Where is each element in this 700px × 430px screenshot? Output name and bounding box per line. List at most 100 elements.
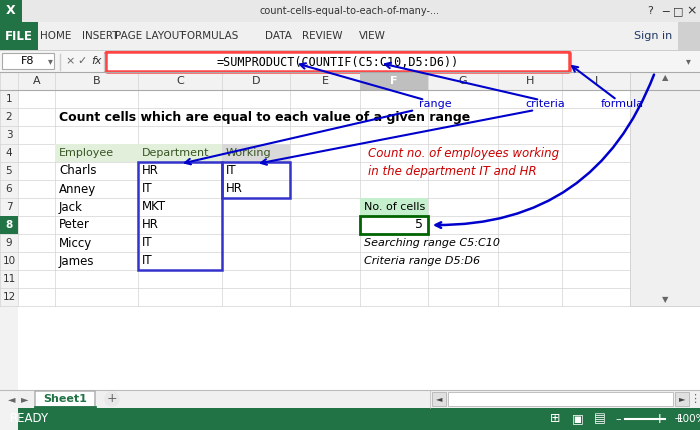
Text: VIEW: VIEW bbox=[358, 31, 386, 41]
Bar bbox=[0, 50, 700, 72]
Text: B: B bbox=[92, 76, 100, 86]
Text: Department: Department bbox=[142, 148, 209, 158]
Text: 6: 6 bbox=[6, 184, 13, 194]
Text: HOME: HOME bbox=[41, 31, 71, 41]
Text: ▼: ▼ bbox=[662, 295, 668, 304]
Text: HR: HR bbox=[142, 165, 159, 178]
Text: PAGE LAYOUT: PAGE LAYOUT bbox=[115, 31, 186, 41]
Text: I: I bbox=[594, 76, 598, 86]
Text: Anney: Anney bbox=[59, 182, 97, 196]
Bar bbox=[360, 198, 428, 216]
FancyBboxPatch shape bbox=[106, 52, 570, 72]
Bar bbox=[432, 392, 446, 406]
Bar bbox=[675, 392, 689, 406]
Text: F: F bbox=[391, 76, 398, 86]
Text: ▾: ▾ bbox=[48, 56, 52, 66]
Text: Sheet1: Sheet1 bbox=[43, 394, 87, 404]
Text: ▾: ▾ bbox=[685, 56, 690, 66]
Text: INSERT: INSERT bbox=[82, 31, 118, 41]
Bar bbox=[0, 72, 700, 390]
Bar bbox=[0, 22, 700, 50]
Text: ▣: ▣ bbox=[572, 412, 584, 426]
Text: HR: HR bbox=[226, 182, 243, 196]
Bar bbox=[678, 22, 700, 50]
Text: D: D bbox=[252, 76, 260, 86]
Text: ?: ? bbox=[647, 6, 653, 16]
Text: G: G bbox=[458, 76, 468, 86]
Text: 1: 1 bbox=[6, 94, 13, 104]
Text: MKT: MKT bbox=[142, 200, 166, 214]
Bar bbox=[0, 0, 22, 22]
Text: formula: formula bbox=[601, 99, 643, 109]
Text: ►: ► bbox=[21, 394, 29, 404]
Text: Working: Working bbox=[226, 148, 272, 158]
Bar bbox=[0, 408, 700, 430]
Text: REVIEW: REVIEW bbox=[302, 31, 342, 41]
Text: 12: 12 bbox=[2, 292, 15, 302]
Text: 4: 4 bbox=[6, 148, 13, 158]
Text: DATA: DATA bbox=[265, 31, 291, 41]
Text: ▲: ▲ bbox=[662, 74, 668, 83]
Text: 2: 2 bbox=[6, 112, 13, 122]
Text: 7: 7 bbox=[6, 202, 13, 212]
Text: range: range bbox=[419, 99, 452, 109]
Text: HR: HR bbox=[142, 218, 159, 231]
Text: Count no. of employees working: Count no. of employees working bbox=[368, 147, 559, 160]
Circle shape bbox=[105, 392, 119, 406]
Text: H: H bbox=[526, 76, 534, 86]
Text: Miccy: Miccy bbox=[59, 237, 92, 249]
Text: E: E bbox=[321, 76, 328, 86]
Text: 5: 5 bbox=[415, 218, 423, 231]
Text: Count cells which are equal to each value of a given range: Count cells which are equal to each valu… bbox=[59, 111, 470, 123]
Bar bbox=[138, 144, 222, 162]
Bar bbox=[0, 72, 18, 430]
Text: ◄: ◄ bbox=[435, 394, 442, 403]
Bar bbox=[0, 216, 18, 234]
Text: +: + bbox=[673, 414, 682, 424]
Text: in the department IT and HR: in the department IT and HR bbox=[368, 165, 537, 178]
Bar bbox=[0, 22, 38, 50]
Text: fx: fx bbox=[91, 56, 101, 66]
Text: James: James bbox=[59, 255, 94, 267]
Text: Criteria range D5:D6: Criteria range D5:D6 bbox=[364, 256, 480, 266]
Text: ►: ► bbox=[679, 394, 685, 403]
Text: ▤: ▤ bbox=[594, 412, 606, 426]
Bar bbox=[138, 162, 222, 270]
Text: =SUMPRODUCT(COUNTIF(C5:C10,D5:D6)): =SUMPRODUCT(COUNTIF(C5:C10,D5:D6)) bbox=[217, 55, 459, 68]
Text: ×: × bbox=[65, 56, 75, 66]
Text: FILE: FILE bbox=[5, 30, 33, 43]
Text: ×: × bbox=[687, 4, 697, 18]
Text: A: A bbox=[33, 76, 41, 86]
Text: IT: IT bbox=[142, 182, 153, 196]
Bar bbox=[222, 144, 290, 162]
Text: No. of cells: No. of cells bbox=[364, 202, 426, 212]
Text: 5: 5 bbox=[6, 166, 13, 176]
Text: –: – bbox=[615, 414, 621, 424]
Bar bbox=[630, 72, 700, 306]
Text: FORMULAS: FORMULAS bbox=[181, 31, 239, 41]
Text: X: X bbox=[6, 4, 16, 18]
Text: READY: READY bbox=[10, 412, 49, 426]
Bar bbox=[0, 72, 700, 90]
Text: ✓: ✓ bbox=[77, 56, 87, 66]
Text: 11: 11 bbox=[2, 274, 15, 284]
Text: IT: IT bbox=[142, 237, 153, 249]
Text: Sign in: Sign in bbox=[634, 31, 672, 41]
Text: ⊞: ⊞ bbox=[550, 412, 560, 426]
Text: ◄: ◄ bbox=[8, 394, 15, 404]
Text: +: + bbox=[106, 393, 118, 405]
Text: Peter: Peter bbox=[59, 218, 90, 231]
Text: C: C bbox=[176, 76, 184, 86]
Text: ⋮: ⋮ bbox=[690, 394, 700, 404]
Bar bbox=[2, 53, 54, 69]
Text: IT: IT bbox=[226, 165, 237, 178]
Text: □: □ bbox=[673, 6, 683, 16]
Bar bbox=[360, 72, 428, 90]
Text: F8: F8 bbox=[21, 56, 35, 66]
Text: 8: 8 bbox=[6, 220, 13, 230]
Text: +: + bbox=[653, 412, 665, 426]
Text: 10: 10 bbox=[2, 256, 15, 266]
Text: Charls: Charls bbox=[59, 165, 97, 178]
Text: 100%: 100% bbox=[678, 414, 700, 424]
Text: 9: 9 bbox=[6, 238, 13, 248]
